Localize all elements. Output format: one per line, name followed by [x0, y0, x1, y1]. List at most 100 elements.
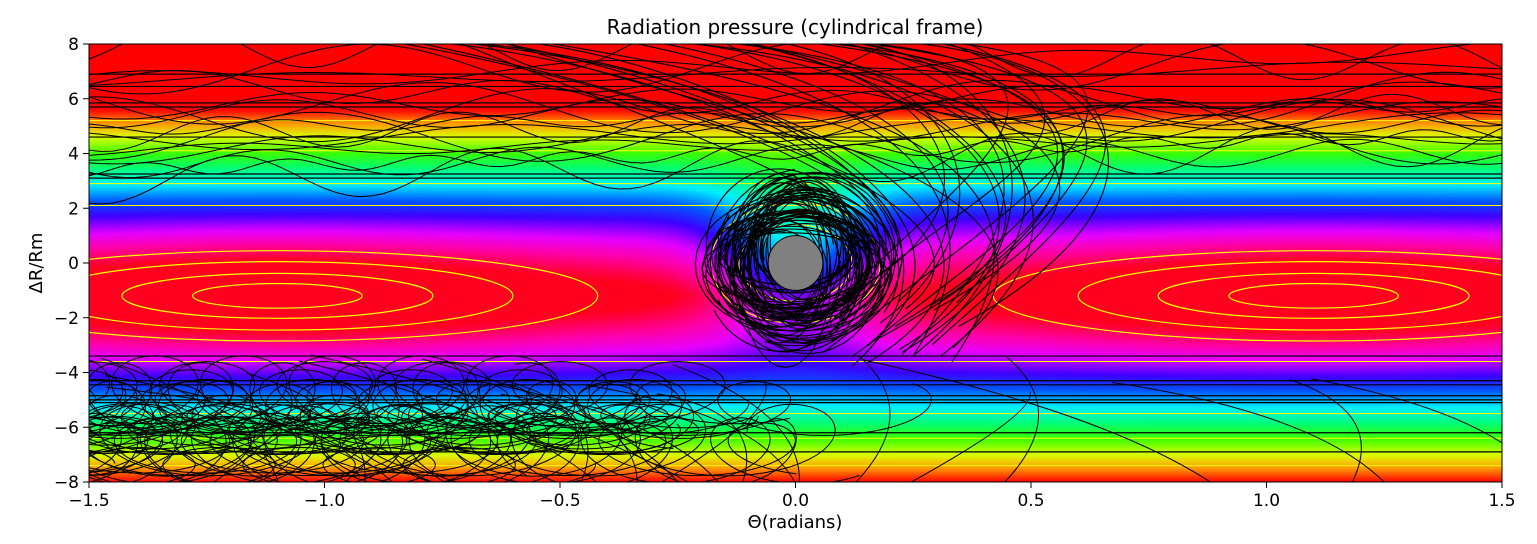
- trajectory-curve: [89, 71, 1502, 143]
- trajectory-curve: [89, 111, 1502, 165]
- trajectory-curve: [827, 44, 1064, 342]
- trajectory-curve: [687, 44, 1034, 356]
- trajectory-curve: [1311, 378, 1502, 444]
- trajectory-curve: [467, 44, 945, 364]
- trajectory-curve: [464, 378, 719, 482]
- contour-line: [89, 261, 514, 331]
- trajectory-curve: [89, 380, 687, 431]
- y-tick-label: 6: [68, 90, 79, 110]
- trajectory-curve: [1290, 379, 1362, 482]
- trajectory-curve: [509, 381, 589, 482]
- x-tick-label: 0.0: [782, 491, 809, 511]
- trajectory-curve: [89, 98, 1502, 135]
- central-body: [767, 235, 824, 291]
- y-axis: −8 −6 −4 −2 0 2 4 6 8: [54, 35, 89, 493]
- y-tick-label: −2: [54, 309, 79, 329]
- contour-line: [1157, 272, 1470, 319]
- trajectory-curve: [460, 44, 881, 300]
- trajectory-curve: [729, 198, 841, 353]
- trajectory-curve: [734, 186, 870, 317]
- trajectory-curve: [500, 393, 638, 482]
- trajectory-curve: [672, 364, 800, 482]
- trajectory-curve: [89, 422, 797, 477]
- trajectory-curve: [89, 415, 700, 456]
- trajectory-curve: [89, 362, 561, 433]
- trajectory-curve: [89, 44, 1502, 95]
- trajectory-curve: [1111, 381, 1385, 482]
- trajectory-curve: [867, 44, 1088, 304]
- x-axis: −1.5 −1.0 −0.5 0.0 0.5 1.0 1.5: [68, 482, 1516, 511]
- chart-title: Radiation pressure (cylindrical frame): [607, 15, 984, 39]
- trajectory-curve: [634, 44, 951, 355]
- trajectory-curve: [89, 412, 580, 482]
- x-axis-label: Θ(radians): [748, 512, 843, 533]
- trajectory-curve: [246, 372, 366, 482]
- x-tick-label: −0.5: [539, 491, 580, 511]
- trajectory-curve: [89, 69, 1502, 134]
- contour-line: [121, 272, 434, 319]
- trajectory-curve: [89, 44, 1477, 85]
- x-tick-label: −1.0: [304, 491, 345, 511]
- x-tick-label: 1.5: [1488, 491, 1515, 511]
- trajectory-curve: [104, 375, 394, 482]
- trajectory-curve: [89, 446, 596, 482]
- trajectory-curve: [742, 44, 1007, 305]
- trajectory-curve: [660, 380, 767, 482]
- trajectory-curve: [89, 138, 1502, 179]
- trajectory-curve: [130, 418, 797, 482]
- trajectory-curve: [1004, 356, 1039, 482]
- trajectory-curve: [89, 355, 638, 427]
- trajectory-curve: [585, 384, 796, 482]
- trajectory-curve: [343, 380, 400, 482]
- trajectory-curve: [89, 93, 1502, 152]
- trajectory-curve: [657, 393, 748, 482]
- x-tick-label: 1.0: [1253, 491, 1280, 511]
- trajectory-curve: [89, 369, 753, 429]
- contour-line: [1077, 261, 1502, 331]
- plot-area: [89, 44, 1502, 482]
- y-tick-label: −8: [54, 473, 79, 493]
- y-axis-label: ΔR/Rm: [26, 233, 47, 294]
- trajectory-curve: [422, 358, 679, 482]
- trajectory-curve: [762, 176, 858, 344]
- trajectory-curve: [89, 383, 750, 435]
- trajectory-curve: [862, 359, 1212, 482]
- trajectory-curve: [89, 133, 1502, 156]
- trajectory-curve: [916, 44, 1109, 327]
- trajectory-curve: [89, 61, 1502, 86]
- trajectory-curve: [815, 44, 1065, 328]
- x-tick-label: 0.5: [1017, 491, 1044, 511]
- trajectory-curve: [478, 44, 905, 367]
- trajectory-curve: [89, 394, 694, 455]
- trajectory-curve: [89, 403, 836, 477]
- y-tick-label: 8: [68, 35, 79, 55]
- trajectory-curve: [662, 44, 949, 303]
- contour-line: [192, 282, 363, 309]
- trajectory-curve: [701, 212, 873, 328]
- trajectory-curve: [298, 360, 598, 482]
- trajectory-curves: [89, 44, 1502, 482]
- y-tick-label: −4: [54, 364, 79, 384]
- trajectory-curve: [89, 361, 790, 425]
- trajectory-curve: [750, 44, 1061, 311]
- trajectory-curve: [840, 44, 1009, 302]
- trajectory-curve: [448, 44, 892, 343]
- y-tick-label: 4: [68, 145, 79, 165]
- trajectory-curve: [89, 81, 1502, 120]
- x-tick-label: −1.5: [68, 491, 109, 511]
- trajectory-curve: [420, 44, 935, 310]
- trajectory-curve: [100, 357, 279, 482]
- contour-line: [1228, 282, 1399, 309]
- trajectory-curve: [106, 386, 445, 482]
- trajectory-curve: [212, 389, 293, 482]
- trajectory-curve: [859, 44, 1059, 347]
- trajectory-curve: [89, 101, 1502, 165]
- trajectory-curve: [550, 44, 995, 363]
- trajectory-curve: [310, 354, 689, 482]
- trajectory-curve: [89, 405, 623, 477]
- trajectory-curve: [910, 392, 1031, 482]
- y-tick-label: 2: [68, 199, 79, 219]
- y-tick-label: 0: [68, 254, 79, 274]
- trajectory-curve: [89, 97, 1502, 129]
